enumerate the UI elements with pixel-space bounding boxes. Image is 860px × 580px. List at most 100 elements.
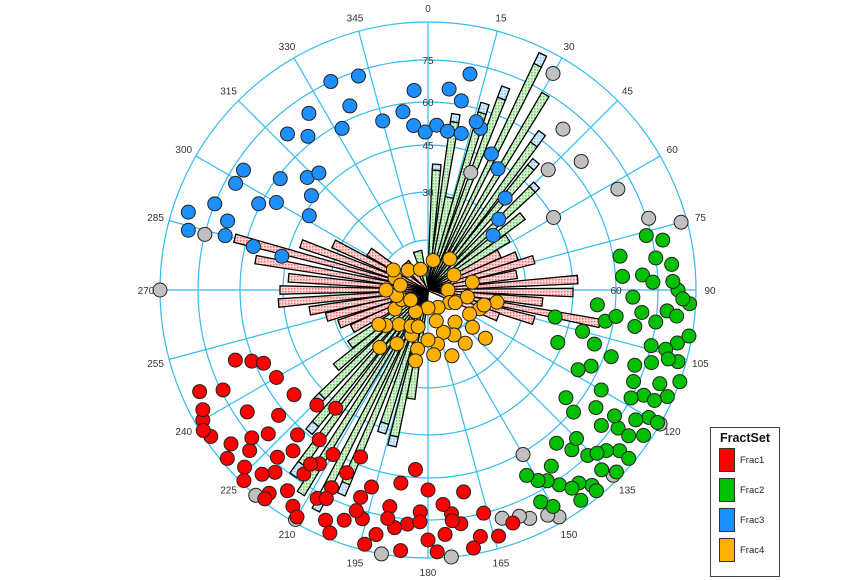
data-point-frac2 — [621, 428, 637, 444]
data-point-frac4 — [389, 336, 405, 352]
data-point-frac2 — [558, 390, 574, 406]
data-point-frac2 — [550, 334, 566, 350]
ring-label: 30 — [422, 188, 434, 199]
data-point-frac2 — [660, 351, 676, 367]
data-point-frac3 — [406, 118, 422, 134]
data-point-frac2 — [675, 291, 691, 307]
data-point-frac2 — [575, 323, 591, 339]
data-point-other — [515, 447, 531, 463]
azimuth-label: 0 — [425, 4, 431, 15]
data-point-frac4 — [371, 316, 387, 332]
data-point-frac2 — [519, 467, 535, 483]
data-point-frac2 — [588, 483, 604, 499]
data-point-frac2 — [589, 297, 605, 313]
data-point-frac3 — [235, 162, 251, 178]
data-point-frac2 — [549, 435, 565, 451]
data-point-frac2 — [621, 450, 637, 466]
data-point-other — [641, 210, 657, 226]
data-point-frac1 — [380, 510, 396, 526]
data-point-frac2 — [566, 404, 582, 420]
data-point-other — [610, 181, 626, 197]
data-point-frac4 — [385, 262, 401, 278]
azimuth-label: 150 — [561, 530, 578, 541]
azimuth-label: 210 — [279, 530, 296, 541]
data-point-frac2 — [623, 390, 639, 406]
rose-bar-cap — [477, 101, 490, 116]
data-point-frac3 — [342, 98, 358, 114]
data-point-frac4 — [412, 261, 428, 277]
legend: FractSet Frac1 Frac2 Frac3 Frac4 — [710, 427, 780, 577]
data-point-frac1 — [322, 525, 338, 541]
data-point-frac3 — [453, 93, 469, 109]
data-point-frac1 — [260, 426, 276, 442]
legend-item-frac3: Frac3 — [719, 505, 779, 535]
data-point-frac2 — [664, 256, 680, 272]
data-point-frac3 — [491, 211, 507, 227]
data-point-frac3 — [334, 120, 350, 136]
azimuth-label: 180 — [420, 568, 437, 579]
data-point-frac1 — [420, 482, 436, 498]
legend-item-frac2: Frac2 — [719, 475, 779, 505]
data-point-frac2 — [594, 462, 610, 478]
data-point-frac2 — [583, 358, 599, 374]
data-point-frac1 — [215, 382, 231, 398]
data-point-frac1 — [400, 516, 416, 532]
data-point-other — [197, 226, 213, 242]
data-point-other — [463, 165, 479, 181]
data-point-frac2 — [608, 464, 624, 480]
data-point-frac1 — [339, 465, 355, 481]
data-point-frac2 — [652, 376, 668, 392]
data-point-frac3 — [406, 82, 422, 98]
legend-swatch — [719, 538, 735, 562]
data-point-frac3 — [207, 196, 223, 212]
data-point-frac1 — [491, 528, 507, 544]
grid-spoke — [293, 333, 404, 523]
data-point-frac4 — [420, 332, 436, 348]
rose-bar-cap — [431, 163, 442, 172]
data-point-frac1 — [318, 491, 334, 507]
data-point-frac3 — [490, 161, 506, 177]
data-point-frac1 — [465, 540, 481, 556]
azimuth-label: 30 — [563, 42, 575, 53]
azimuth-label: 120 — [664, 427, 681, 438]
data-point-other — [555, 121, 571, 137]
data-point-frac1 — [236, 473, 252, 489]
data-point-other — [152, 282, 168, 298]
data-point-frac4 — [410, 319, 426, 335]
data-point-frac2 — [634, 267, 650, 283]
legend-title: FractSet — [719, 431, 771, 445]
data-point-frac4 — [420, 300, 436, 316]
data-point-frac1 — [444, 513, 460, 529]
data-point-frac3 — [228, 175, 244, 191]
rose-bar-cap — [449, 112, 461, 124]
azimuth-label: 60 — [667, 145, 679, 156]
data-point-frac1 — [290, 427, 306, 443]
data-point-frac2 — [634, 304, 650, 320]
rose-bar-cap — [529, 129, 547, 148]
data-point-frac3 — [350, 68, 366, 84]
data-point-frac2 — [659, 389, 675, 405]
data-point-frac4 — [392, 277, 408, 293]
data-point-frac2 — [573, 492, 589, 508]
data-point-other — [545, 65, 561, 81]
data-point-frac2 — [588, 400, 604, 416]
data-point-frac2 — [570, 362, 586, 378]
data-point-frac1 — [348, 503, 364, 519]
azimuth-label: 90 — [704, 286, 716, 297]
ring-label: 60 — [422, 98, 434, 109]
legend-label: Frac1 — [740, 454, 765, 466]
data-point-frac1 — [318, 512, 334, 528]
data-point-frac1 — [393, 475, 409, 491]
data-point-frac2 — [603, 349, 619, 365]
data-point-frac3 — [303, 188, 319, 204]
data-point-frac1 — [336, 512, 352, 528]
data-point-frac4 — [447, 314, 463, 330]
data-point-frac1 — [353, 449, 369, 465]
data-point-frac2 — [612, 248, 628, 264]
data-point-frac1 — [368, 527, 384, 543]
data-point-frac3 — [417, 124, 433, 140]
legend-label: Frac3 — [740, 514, 765, 526]
data-point-frac1 — [195, 402, 211, 418]
data-point-frac4 — [464, 274, 480, 290]
rose-bar-cap — [336, 480, 351, 497]
